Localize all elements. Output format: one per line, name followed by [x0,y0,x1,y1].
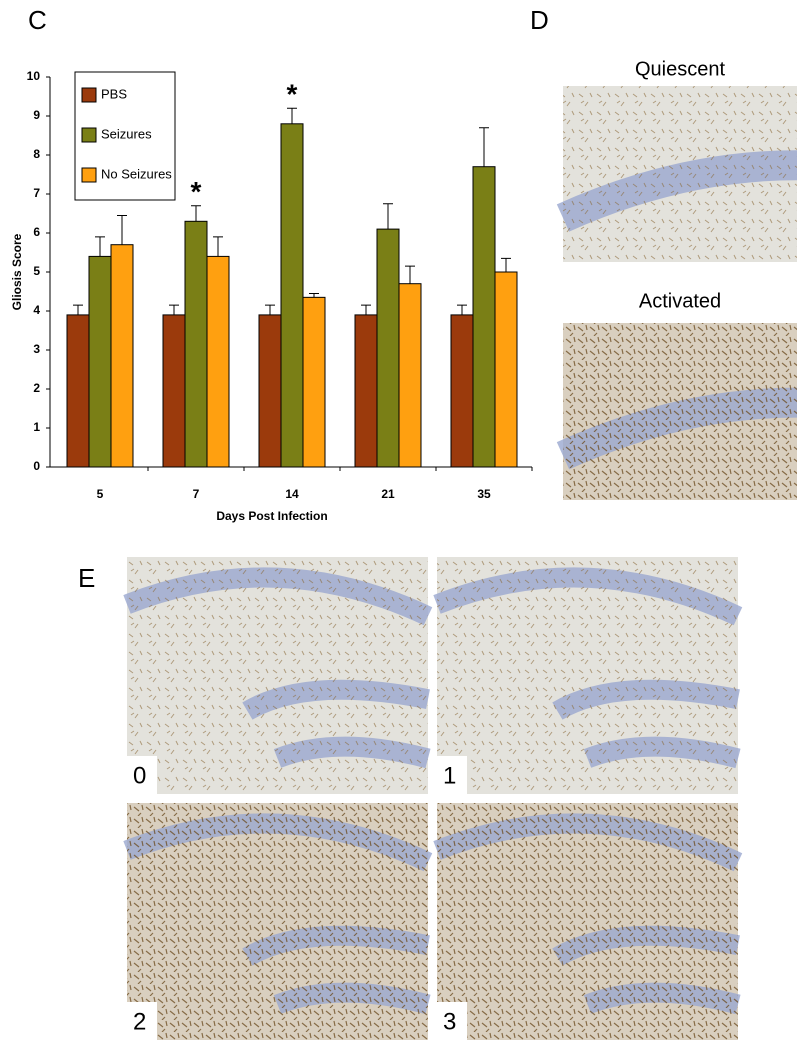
y-axis-label: Gliosis Score [10,233,24,310]
micrograph-title: Activated [639,290,721,312]
error-bar [265,304,275,315]
y-tick-label: 2 [33,381,40,395]
micrograph-texture [437,803,738,1040]
y-tick-label: 5 [33,264,40,278]
error-bar [73,304,83,315]
error-bar [457,304,467,315]
bar [184,220,208,468]
label-box [437,756,467,794]
y-tick-label: 0 [33,459,40,473]
micrograph-label: 1 [443,762,456,789]
error-bar [169,304,179,315]
chart: 0 1 2 3 4 5 6 7 8 9 10 Gliosis Score Days Post Infec… [10,69,533,523]
significance-marker: * [191,176,202,207]
label-box [437,1002,467,1040]
bar [88,255,112,468]
x-tick-label: 5 [97,487,104,501]
y-tick-label: 9 [33,108,40,122]
y-tick-label: 8 [33,147,40,161]
x-tick-label: 7 [193,487,200,501]
x-tick-label: 21 [381,487,395,501]
bar [354,314,378,468]
bar [398,283,422,468]
x-tick-label: 35 [477,487,491,501]
legend-swatch [81,167,97,183]
bar [450,314,474,468]
bar [66,314,90,468]
bar [206,255,230,468]
bar [376,228,400,468]
legend-label: No Seizures [101,166,172,181]
bar [302,296,326,468]
legend-label: Seizures [101,126,152,141]
y-tick-label: 7 [33,186,40,200]
legend-label: PBS [101,86,127,101]
x-axis-label: Days Post Infection [216,509,327,523]
bar [110,244,134,468]
error-bar [309,292,319,298]
y-tick-label: 10 [27,69,41,83]
bar [280,123,304,468]
legend-swatch [81,87,97,103]
micrograph-title: Quiescent [635,58,725,80]
micrographs: Quiescent Activated 0 1 2 3 [123,58,798,1040]
error-bar [405,265,415,284]
panel-label: C [28,5,47,35]
label-box [127,1002,157,1040]
error-bar [479,127,489,167]
panel-label: E [78,563,95,593]
error-bar [117,214,127,245]
micrograph-label: 3 [443,1008,456,1035]
micrograph-label: 2 [133,1008,146,1035]
micrograph-texture [127,803,428,1040]
label-box [127,756,157,794]
error-bar [501,257,511,272]
error-bar [95,236,105,257]
x-tick-label: 14 [285,487,299,501]
significance-marker: * [287,79,298,110]
error-bar [383,203,393,230]
legend-swatch [81,127,97,143]
error-bar [191,205,201,222]
y-tick-label: 4 [33,303,40,317]
y-tick-label: 3 [33,342,40,356]
bar [472,166,496,468]
bar [494,271,518,468]
bar [162,314,186,468]
panel-label: D [530,5,549,35]
error-bar [361,304,371,315]
micrograph-texture [563,86,797,262]
micrograph-texture [563,323,797,500]
error-bar [213,236,223,257]
bar [258,314,282,468]
y-tick-label: 6 [33,225,40,239]
micrograph-label: 0 [133,762,146,789]
error-bar [287,107,297,124]
y-tick-label: 1 [33,420,40,434]
micrograph-texture [437,557,738,794]
micrograph-texture [127,557,428,794]
